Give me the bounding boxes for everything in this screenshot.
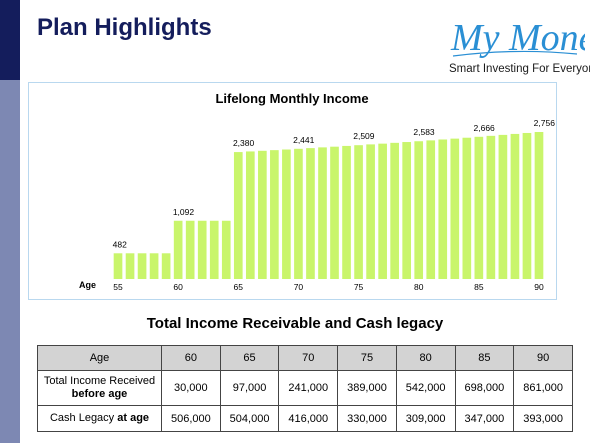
table-cell: 393,000 [513, 405, 573, 432]
data-label-age-60: 1,092 [173, 207, 195, 217]
table-cell: 309,000 [395, 405, 456, 432]
table-header-row: Age 60 65 70 75 80 85 90 [37, 345, 573, 371]
bar-age-82 [438, 139, 448, 279]
page-title: Plan Highlights [37, 14, 212, 41]
row-label-text: Cash Legacy [49, 412, 118, 424]
bar-age-73 [330, 146, 339, 279]
table-header-cell: 80 [395, 345, 456, 371]
bar-age-61 [185, 220, 195, 279]
bar-age-88 [510, 133, 520, 279]
bar-age-76 [366, 144, 375, 279]
bar-age-70 [294, 148, 303, 279]
table-cell: 416,000 [278, 405, 339, 432]
row-label-total-income: Total Income Received before age [37, 370, 162, 406]
table-header-cell: 90 [513, 345, 573, 371]
row-label-line: Total Income Received [43, 375, 156, 387]
logo: My Money [450, 17, 585, 59]
table-row-total-income: Total Income Received before age 30,000 … [37, 370, 573, 406]
bar-age-65 [233, 152, 243, 279]
table-cell: 506,000 [161, 405, 221, 432]
x-tick-label-90: 90 [534, 282, 544, 292]
chart-title: Lifelong Monthly Income [215, 91, 368, 106]
income-chart: Lifelong Monthly Income Age 482 1,092 2,38… [28, 82, 557, 300]
bar-age-84 [462, 137, 472, 279]
bar-age-89 [522, 132, 532, 279]
bar-age-62 [197, 220, 207, 279]
bar-age-58 [149, 253, 159, 279]
data-label-age-65: 2,380 [233, 138, 255, 148]
bar-age-69 [282, 149, 291, 279]
logo-tagline: Smart Investing For Everyone. [449, 63, 590, 75]
data-label-age-70: 2,441 [293, 135, 315, 145]
table-header-cell: 85 [454, 345, 515, 371]
bar-age-55 [113, 253, 123, 279]
data-label-age-90: 2,756 [534, 118, 556, 128]
bar-age-87 [498, 134, 508, 279]
bar-age-56 [125, 253, 135, 279]
data-label-age-85: 2,666 [474, 123, 496, 133]
bar-age-77 [378, 143, 387, 279]
bar-age-67 [258, 150, 267, 279]
row-label-cash-legacy: Cash Legacy at age [37, 405, 162, 432]
bar-age-64 [221, 220, 231, 279]
x-tick-label-75: 75 [354, 282, 364, 292]
bar-age-80 [414, 141, 424, 279]
x-tick-label-55: 55 [113, 282, 123, 292]
bar-age-57 [137, 253, 147, 279]
bar-age-79 [402, 142, 412, 279]
table-cell: 347,000 [454, 405, 515, 432]
bar-age-68 [270, 150, 279, 279]
table-header-cell: 60 [161, 345, 221, 371]
x-tick-label-85: 85 [474, 282, 484, 292]
table-cell: 542,000 [395, 370, 456, 406]
x-tick-label-80: 80 [414, 282, 424, 292]
bar-age-66 [245, 151, 255, 279]
income-legacy-table: Age 60 65 70 75 80 85 90 Total Income Re… [37, 345, 573, 432]
table-cell: 861,000 [513, 370, 573, 406]
table-row-cash-legacy: Cash Legacy at age 506,000 504,000 416,0… [37, 405, 573, 432]
table-cell: 30,000 [161, 370, 221, 406]
sidebar-strip [0, 0, 20, 443]
bar-age-85 [474, 136, 484, 279]
data-label-age-55: 482 [113, 239, 127, 249]
table-cell: 330,000 [337, 405, 397, 432]
bar-age-74 [342, 145, 351, 279]
data-label-age-80: 2,583 [413, 127, 435, 137]
table-cell: 504,000 [219, 405, 280, 432]
bar-age-86 [486, 135, 496, 279]
x-tick-label-60: 60 [173, 282, 183, 292]
table-cell: 97,000 [219, 370, 280, 406]
table-header-cell: 65 [219, 345, 280, 371]
bar-age-78 [390, 142, 399, 279]
table-cell: 389,000 [337, 370, 397, 406]
bar-age-60 [173, 220, 183, 279]
table-cell: 241,000 [278, 370, 339, 406]
bar-age-81 [426, 140, 436, 279]
bar-age-71 [306, 148, 315, 279]
x-tick-label-65: 65 [234, 282, 244, 292]
table-header-age: Age [37, 345, 162, 371]
income-bar-chart: Lifelong Monthly Income Age 482 1,092 2,38… [79, 91, 556, 292]
bar-age-90 [534, 132, 544, 279]
row-label-bold: at age [117, 412, 150, 424]
table-header-cell: 75 [337, 345, 397, 371]
bar-age-72 [318, 147, 327, 279]
x-axis-label: Age [79, 280, 96, 290]
bar-age-75 [354, 145, 363, 279]
row-label-bold: before age [71, 388, 128, 400]
bar-age-83 [450, 138, 460, 279]
table-header-cell: 70 [278, 345, 339, 371]
bar-age-63 [209, 220, 219, 279]
sidebar-strip-top [0, 0, 20, 80]
table-cell: 698,000 [454, 370, 515, 406]
table-title: Total Income Receivable and Cash legacy [146, 315, 444, 332]
bar-age-59 [161, 253, 171, 279]
data-label-age-75: 2,509 [353, 131, 375, 141]
x-tick-label-70: 70 [294, 282, 304, 292]
